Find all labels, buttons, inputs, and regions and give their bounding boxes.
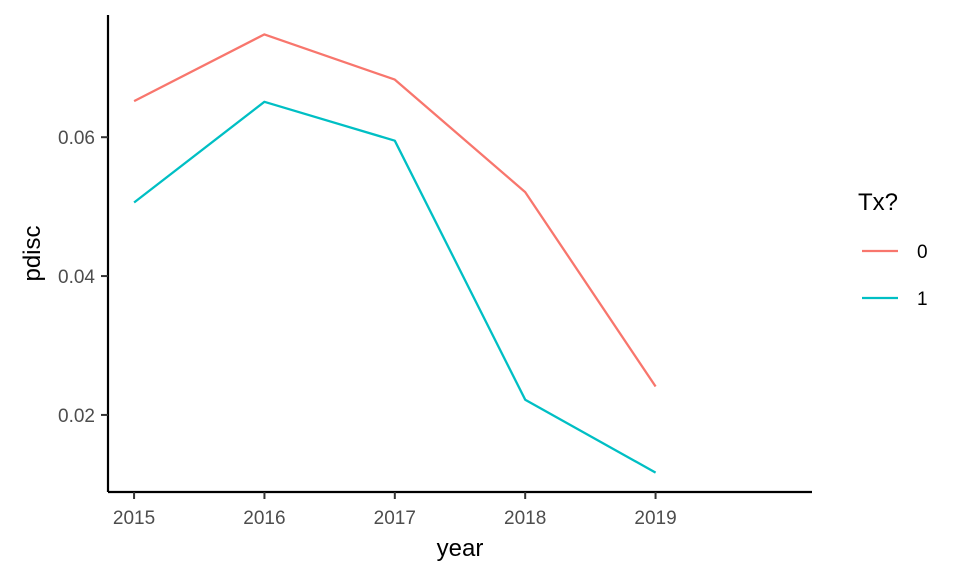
legend-label-0: 0 [917,242,928,263]
series-line-1 [133,100,657,474]
y-tick-label: 0.04 [58,267,95,288]
x-tick-label: 2018 [504,508,546,529]
x-tick-label: 2017 [374,508,416,529]
legend: Tx? 01 [858,189,928,310]
axes: 0.02 0.04 0.06 2015 2016 2017 2018 2019 [58,15,812,529]
y-tick-label: 0.02 [58,406,95,427]
legend-items: 01 [862,242,928,310]
legend-label-1: 1 [917,289,928,310]
x-tick-label: 2019 [634,508,676,529]
x-axis-title: year [437,535,484,562]
y-axis-ticks: 0.02 0.04 0.06 [58,128,108,427]
y-tick-label: 0.06 [58,128,95,149]
plot-marks [133,33,657,474]
x-axis-ticks: 2015 2016 2017 2018 2019 [113,492,677,529]
y-axis-title: pdisc [19,225,46,281]
x-tick-label: 2016 [243,508,285,529]
series-line-0 [133,33,657,388]
legend-title: Tx? [858,189,898,216]
x-tick-label: 2015 [113,508,155,529]
